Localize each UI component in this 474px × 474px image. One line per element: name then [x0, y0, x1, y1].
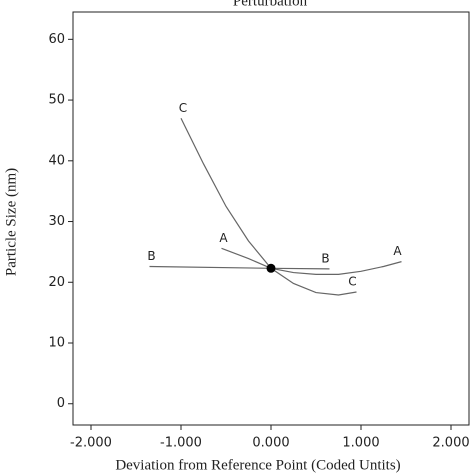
series-label: B [321, 251, 329, 265]
x-tick-label: 0.000 [252, 436, 289, 451]
y-tick-label: 20 [48, 275, 65, 290]
y-axis-label: Particle Size (nm) [3, 168, 19, 276]
chart-title: Perturbation [233, 0, 308, 9]
series-line [221, 247, 402, 275]
x-axis-label: Deviation from Reference Point (Coded Un… [115, 457, 400, 473]
series-line [149, 265, 330, 270]
y-tick-label: 10 [48, 336, 65, 351]
x-tick-label: -2.000 [70, 436, 112, 451]
reference-point [266, 263, 276, 273]
x-tick-label: -1.000 [160, 436, 202, 451]
series-label: A [393, 244, 402, 258]
x-tick-label: 2.000 [432, 436, 469, 451]
x-tick-label: 1.000 [342, 436, 379, 451]
y-tick-label: 60 [48, 32, 65, 47]
y-tick-label: 30 [48, 214, 65, 229]
y-tick-label: 40 [48, 153, 65, 168]
y-tick-label: 0 [57, 396, 65, 411]
series-label: C [348, 274, 356, 288]
series-label: C [179, 101, 187, 115]
series-label: B [147, 249, 155, 263]
y-tick-label: 50 [48, 93, 65, 108]
plot-frame [72, 11, 470, 426]
series-label: A [219, 231, 228, 245]
